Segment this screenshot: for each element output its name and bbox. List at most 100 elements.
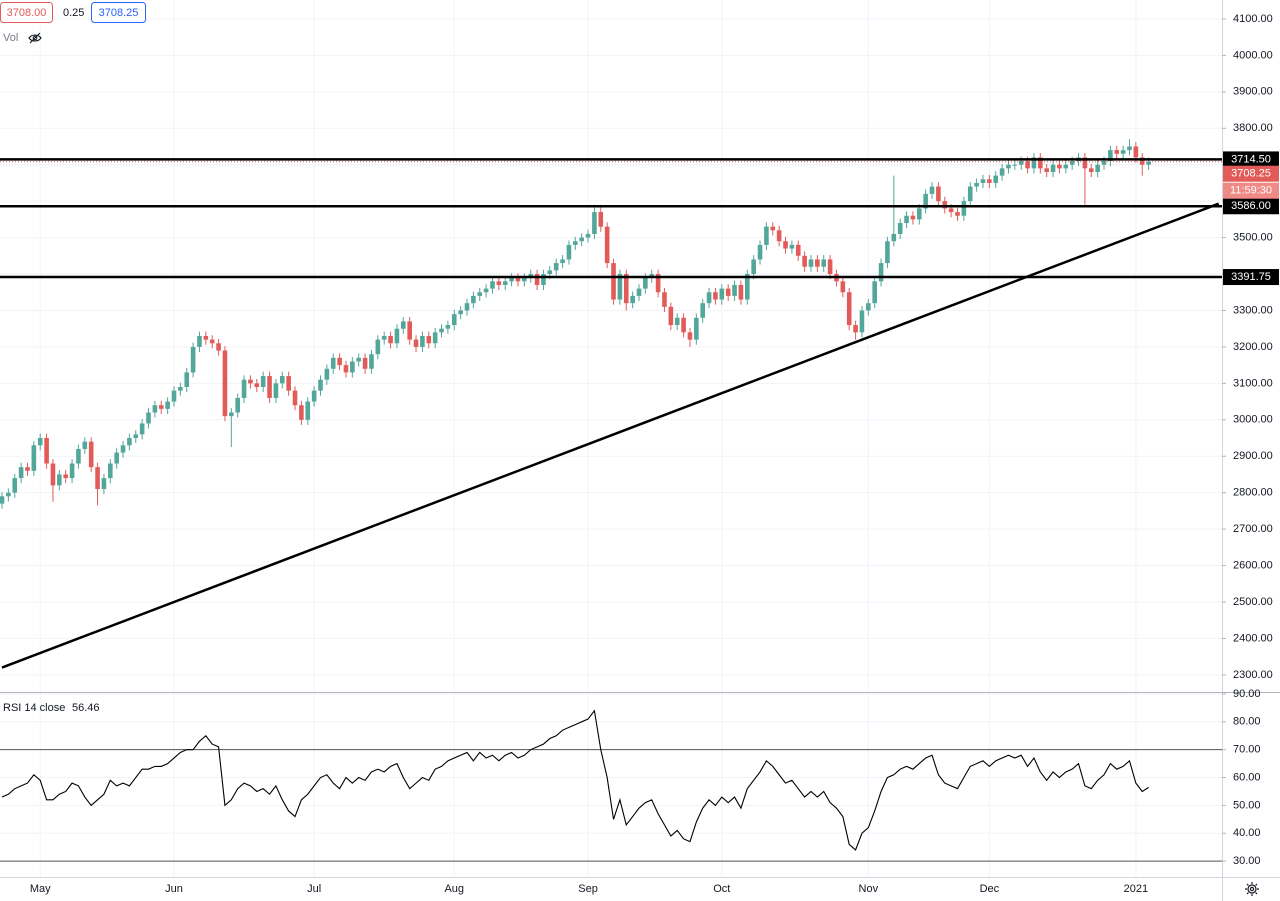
candle-body xyxy=(203,335,209,340)
candle-body xyxy=(694,317,699,340)
candle-body xyxy=(1012,164,1018,166)
grid-layer xyxy=(0,0,1222,877)
candle-body xyxy=(573,241,578,245)
candle-body xyxy=(216,343,221,351)
candle-body xyxy=(1057,164,1062,169)
candle-body xyxy=(713,292,718,300)
x-tick-label: Sep xyxy=(578,883,598,895)
bid-box[interactable] xyxy=(0,2,53,23)
candle-body xyxy=(413,339,419,347)
ask-box[interactable] xyxy=(91,2,146,23)
candle-body xyxy=(1139,157,1145,165)
candle-body xyxy=(1069,161,1075,165)
candle-body xyxy=(6,492,11,497)
level-label: 3714.50 xyxy=(1231,153,1271,165)
candle-body xyxy=(0,496,5,504)
candle-body xyxy=(241,379,247,398)
trendline xyxy=(1,202,1220,669)
candle-body xyxy=(1108,150,1113,162)
candle-body xyxy=(69,463,75,479)
candle-body xyxy=(37,438,43,446)
candle-body xyxy=(853,325,858,333)
candle-body xyxy=(44,438,49,464)
candle-body xyxy=(197,335,202,347)
candle-body xyxy=(808,259,814,267)
spread: 0.25 xyxy=(63,7,84,19)
x-tick-label: Oct xyxy=(713,883,730,895)
candle-body xyxy=(350,361,355,373)
x-tick-label: Nov xyxy=(859,883,879,895)
candle-body xyxy=(318,379,323,391)
candle-body xyxy=(1044,168,1049,172)
candle-body xyxy=(980,179,986,183)
candle-body xyxy=(611,263,616,300)
candle-body xyxy=(509,277,514,282)
settings-icon[interactable] xyxy=(1245,882,1259,896)
candle-body xyxy=(330,357,336,369)
candle-body xyxy=(1006,164,1011,169)
candle-body xyxy=(815,259,820,267)
mark-layer xyxy=(0,139,1222,862)
rsi-tick-label: 30.00 xyxy=(1233,855,1261,867)
candle-body xyxy=(57,474,62,486)
candle-body xyxy=(598,212,604,227)
header: 3708.00 0.25 3708.25 Vol RSI 14 close 56… xyxy=(0,2,146,714)
candle-body xyxy=(821,259,827,267)
y-tick-label: 2800.00 xyxy=(1233,487,1273,499)
rsi-tick-label: 80.00 xyxy=(1233,716,1261,728)
candle-body xyxy=(974,182,979,187)
candle-body xyxy=(25,467,30,471)
eye-pupil xyxy=(32,35,38,41)
candle-body xyxy=(961,201,967,216)
y-tick-label: 2700.00 xyxy=(1233,523,1273,535)
candle-body xyxy=(375,339,381,355)
candle-body xyxy=(872,281,877,304)
y-tick-label: 2500.00 xyxy=(1233,596,1273,608)
y-tick-label: 3200.00 xyxy=(1233,341,1273,353)
candle-body xyxy=(483,288,489,293)
candle-body xyxy=(987,179,992,183)
candle-body xyxy=(630,295,635,304)
candle-body xyxy=(401,321,406,329)
candle-body xyxy=(623,274,629,304)
candle-body xyxy=(522,277,527,282)
candle-body xyxy=(12,478,18,493)
countdown-label: 11:59:30 xyxy=(1230,185,1272,197)
candle-body xyxy=(929,186,935,194)
visibility-icon[interactable] xyxy=(28,32,42,44)
level-label: 3586.00 xyxy=(1231,200,1271,212)
candle-body xyxy=(897,223,903,234)
candle-body xyxy=(152,405,158,413)
eye-strike xyxy=(29,32,41,44)
candle-body xyxy=(458,310,463,315)
candle-body xyxy=(700,303,705,318)
rsi-tick-label: 40.00 xyxy=(1233,827,1261,839)
candle-body xyxy=(337,357,342,366)
candle-body xyxy=(732,284,737,296)
candle-body xyxy=(534,274,540,285)
candle-body xyxy=(566,244,572,260)
candle-body xyxy=(604,226,610,264)
candle-body xyxy=(916,208,922,220)
rsi-tick-label: 90.00 xyxy=(1233,688,1261,700)
settings-icon-hub xyxy=(1249,886,1255,892)
candle-body xyxy=(324,368,330,380)
candle-body xyxy=(451,314,457,326)
candle-body xyxy=(471,295,476,304)
candle-body xyxy=(891,233,897,242)
candle-body xyxy=(388,335,393,344)
candle-body xyxy=(515,277,521,282)
candle-body xyxy=(541,274,546,285)
candle-body xyxy=(923,193,928,209)
candle-body xyxy=(662,292,667,307)
candle-body xyxy=(681,317,686,333)
candle-body xyxy=(133,434,139,439)
y-tick-label: 2400.00 xyxy=(1233,632,1273,644)
y-tick-label: 3300.00 xyxy=(1233,304,1273,316)
candle-body xyxy=(114,452,119,464)
candle-body xyxy=(502,281,508,285)
candle-body xyxy=(776,230,782,242)
